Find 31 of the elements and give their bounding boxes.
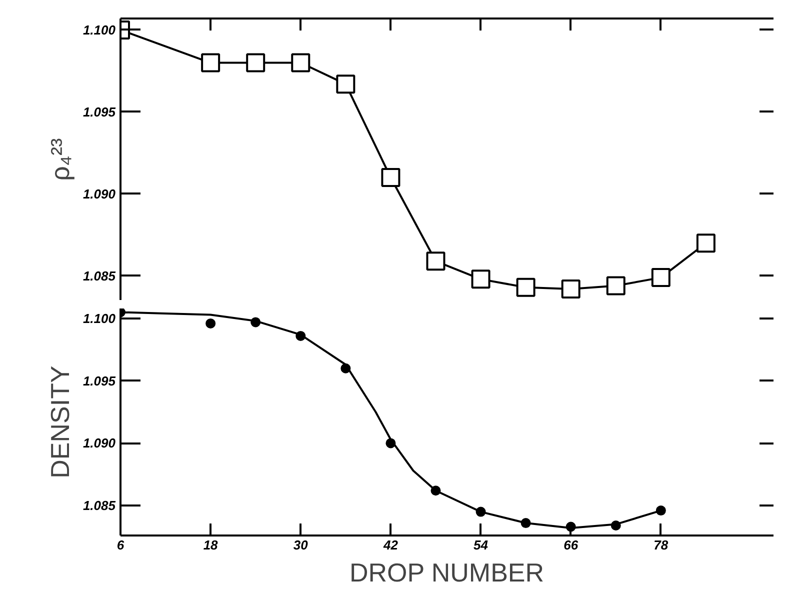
- x-tick-label: 54: [474, 538, 489, 552]
- y-tick-label: 1.090: [82, 436, 116, 451]
- y-axis-title: DENSITY: [44, 366, 75, 478]
- point: [336, 74, 356, 94]
- y-tick-label: 1.095: [82, 373, 116, 388]
- y-tick-label: 1.085: [82, 268, 116, 284]
- x-tick-label: 78: [654, 538, 669, 552]
- point: [426, 252, 446, 271]
- x-tick-label: 66: [564, 538, 579, 552]
- point: [651, 268, 670, 288]
- y-tick-label: 1.100: [82, 310, 116, 326]
- x-axis-title: DROP NUMBER: [349, 558, 544, 588]
- y-tick-label: 1.095: [82, 104, 116, 120]
- y-axis-title: ρ₄²³: [44, 138, 75, 181]
- point: [516, 278, 536, 297]
- point: [206, 318, 216, 328]
- point: [561, 280, 580, 299]
- point: [471, 270, 490, 289]
- y-tick-label: 1.100: [82, 22, 116, 38]
- point: [381, 168, 400, 188]
- y-tick-label: 1.090: [82, 186, 116, 202]
- x-tick-label: 18: [203, 538, 219, 552]
- point: [696, 234, 716, 253]
- point: [606, 276, 626, 296]
- x-tick-label: 42: [382, 538, 399, 552]
- point: [246, 53, 266, 72]
- x-tick-label: 30: [293, 538, 309, 552]
- point: [201, 53, 220, 72]
- point: [291, 53, 310, 72]
- x-tick-label: 6: [116, 538, 125, 552]
- y-tick-label: 1.085: [82, 498, 116, 514]
